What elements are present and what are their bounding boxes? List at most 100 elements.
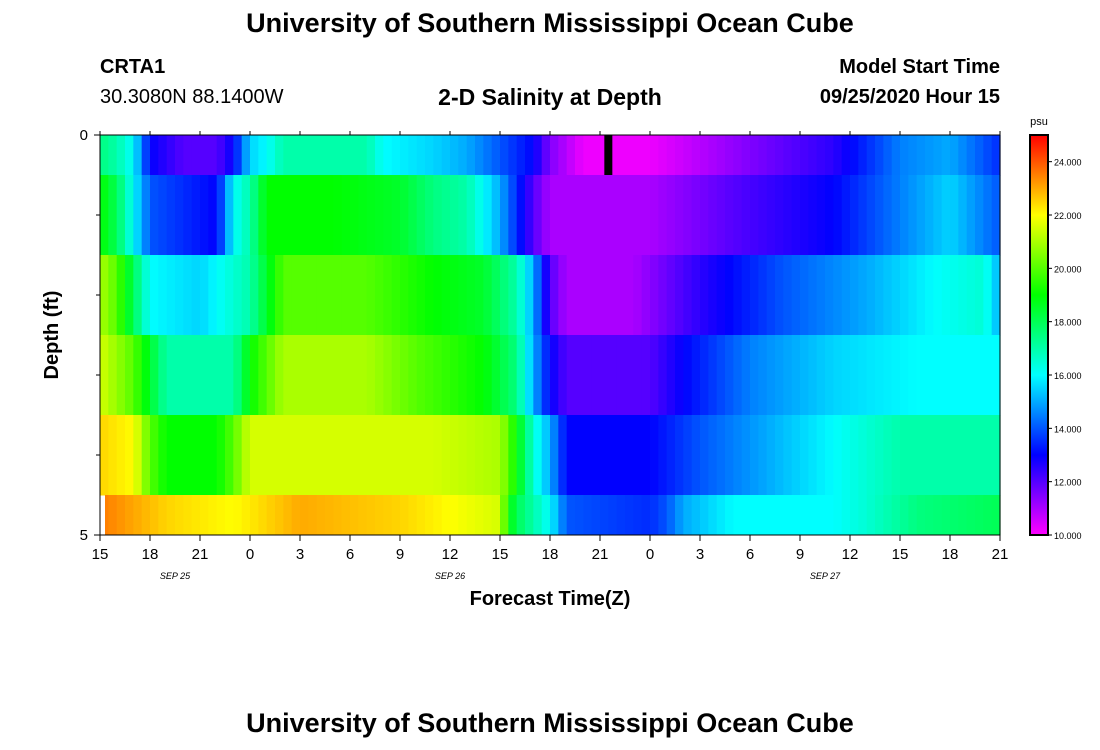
heatmap-cell	[508, 135, 518, 176]
heatmap-cell	[841, 495, 851, 536]
heatmap-cell	[416, 175, 426, 256]
heatmap-cell	[933, 175, 943, 256]
heatmap-cell	[333, 495, 343, 536]
heatmap-cell	[833, 495, 843, 536]
y-tick-label: 0	[80, 127, 88, 144]
heatmap-cell	[116, 335, 126, 416]
heatmap-cell	[966, 175, 976, 256]
heatmap-cell	[633, 335, 643, 416]
heatmap-cell	[566, 255, 576, 336]
x-tick-label: 15	[892, 546, 909, 563]
heatmap-cell	[416, 135, 426, 176]
heatmap-cell	[775, 415, 784, 496]
heatmap-cell	[858, 495, 868, 536]
heatmap-cell	[791, 175, 801, 256]
heatmap-cell	[425, 255, 434, 336]
current-time-marker	[604, 135, 613, 175]
heatmap-cell	[925, 255, 934, 336]
heatmap-cell	[333, 255, 343, 336]
heatmap-cell	[683, 135, 693, 176]
heatmap-cell	[833, 135, 843, 176]
heatmap-cell	[225, 255, 234, 336]
heatmap-cell	[858, 175, 868, 256]
footer-title: University of Southern Mississippi Ocean…	[246, 708, 854, 738]
heatmap-cell	[383, 495, 393, 536]
heatmap-cell	[266, 255, 276, 336]
heatmap-cell	[975, 255, 984, 336]
heatmap-cell	[358, 415, 368, 496]
heatmap-cell	[233, 175, 243, 256]
heatmap-cell	[983, 175, 993, 256]
heatmap-cell	[733, 175, 743, 256]
heatmap-cell	[858, 335, 868, 416]
heatmap-cell	[483, 255, 493, 336]
x-tick-label: 6	[346, 546, 354, 563]
heatmap-cell	[991, 255, 1001, 336]
heatmap-cell	[641, 495, 651, 536]
heatmap-cell	[225, 495, 234, 536]
heatmap-cell	[808, 175, 818, 256]
heatmap-cell	[808, 415, 818, 496]
x-tick-label: 3	[696, 546, 704, 563]
heatmap-cell	[516, 335, 526, 416]
heatmap-cell	[666, 495, 676, 536]
heatmap-cell	[716, 495, 726, 536]
heatmap-cell	[191, 255, 201, 336]
heatmap-cell	[433, 495, 443, 536]
heatmap-cell	[966, 415, 976, 496]
x-tick-label: 18	[542, 546, 559, 563]
heatmap-cell	[516, 415, 526, 496]
heatmap-cell	[750, 415, 759, 496]
model-start-time: 09/25/2020 Hour 15	[819, 86, 1000, 108]
heatmap-cell	[533, 335, 543, 416]
heatmap-cell	[300, 335, 309, 416]
heatmap-cell	[425, 415, 434, 496]
heatmap-cell	[241, 135, 251, 176]
heatmap-cell	[458, 135, 468, 176]
heatmap-cell	[841, 175, 851, 256]
heatmap-cell	[408, 495, 418, 536]
heatmap-cell	[308, 135, 318, 176]
heatmap-cell	[133, 415, 143, 496]
heatmap-cell	[150, 255, 159, 336]
heatmap-cell	[716, 175, 726, 256]
heatmap-cell	[583, 135, 593, 176]
heatmap-cell	[500, 175, 509, 256]
heatmap-cell	[225, 415, 234, 496]
heatmap-cell	[441, 415, 451, 496]
heatmap-cell	[750, 175, 759, 256]
heatmap-cell	[975, 495, 984, 536]
heatmap-cell	[958, 255, 968, 336]
heatmap-cell	[141, 335, 151, 416]
heatmap-cell	[208, 175, 218, 256]
heatmap-cell	[816, 495, 826, 536]
heatmap-cell	[175, 175, 184, 256]
heatmap-cell	[200, 255, 209, 336]
heatmap-cell	[733, 415, 743, 496]
heatmap-cell	[908, 255, 918, 336]
heatmap-cell	[375, 135, 384, 176]
heatmap-cell	[258, 495, 268, 536]
heatmap-cell	[891, 255, 901, 336]
heatmap-cell	[233, 495, 243, 536]
heatmap-cell	[866, 415, 876, 496]
heatmap-cell	[658, 255, 668, 336]
heatmap-cell	[208, 495, 218, 536]
heatmap-cell	[791, 415, 801, 496]
heatmap-cell	[358, 335, 368, 416]
heatmap-cell	[841, 415, 851, 496]
heatmap-cell	[966, 135, 976, 176]
heatmap-cell	[708, 495, 718, 536]
heatmap-cell	[616, 495, 626, 536]
heatmap-cell	[416, 495, 426, 536]
heatmap-cell	[283, 415, 293, 496]
heatmap-cell	[366, 135, 376, 176]
heatmap-cell	[283, 335, 293, 416]
heatmap-cell	[300, 495, 309, 536]
heatmap-cell	[591, 495, 601, 536]
heatmap-cell	[266, 495, 276, 536]
heatmap-cell	[133, 255, 143, 336]
x-tick-label: 12	[842, 546, 859, 563]
heatmap-cell	[500, 255, 509, 336]
